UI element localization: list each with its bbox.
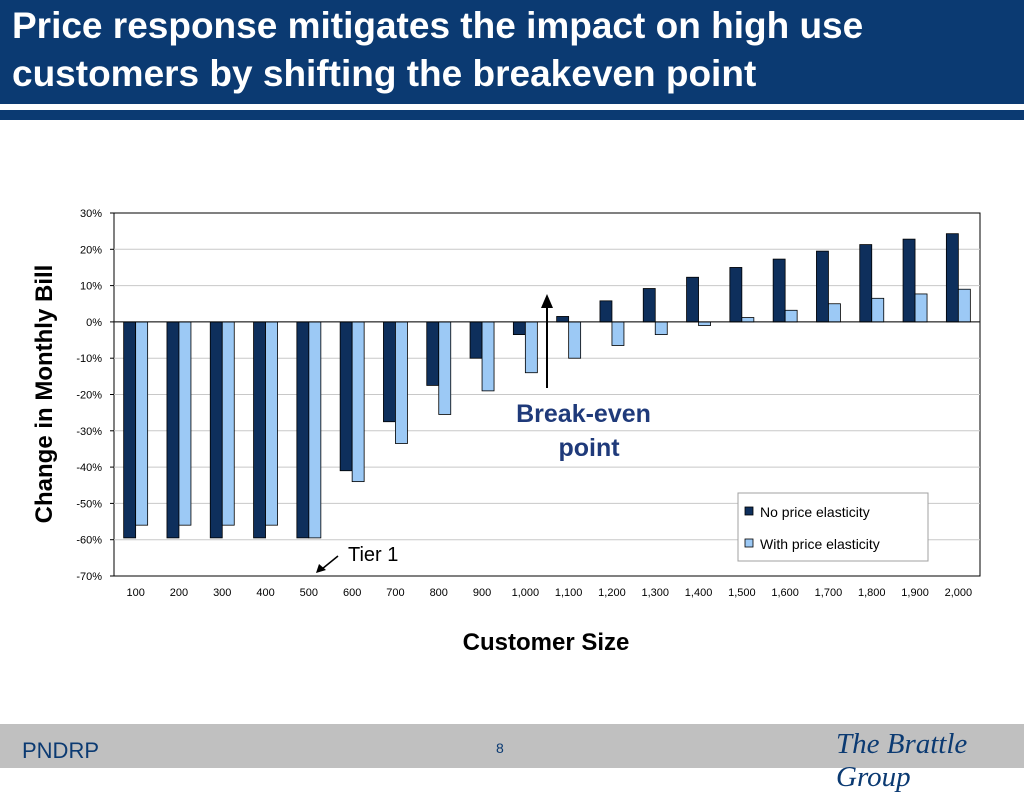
bar-with-elasticity (871, 297, 885, 323)
bar-no-elasticity (642, 288, 656, 323)
bar-with-elasticity (265, 321, 278, 526)
x-tick-label: 200 (170, 587, 188, 599)
footer-left-label: PNDRP (22, 738, 100, 763)
footer-bar (0, 724, 1024, 768)
title-bar (0, 0, 1024, 104)
x-tick-label: 1,200 (598, 587, 626, 599)
x-tick-label: 400 (256, 587, 274, 599)
bar-with-elasticity (524, 321, 538, 374)
x-tick-label: 100 (126, 587, 144, 599)
bar-with-elasticity (654, 321, 668, 336)
bar-with-elasticity (698, 321, 711, 326)
tier1-label: Tier 1 (348, 544, 398, 566)
y-axis-label: Change in Monthly Bill (31, 265, 58, 524)
bar-no-elasticity (253, 321, 266, 539)
x-axis-label: Customer Size (463, 629, 630, 656)
y-tick-label: 0% (86, 317, 102, 329)
y-tick-label: -60% (76, 535, 102, 547)
bar-no-elasticity (166, 321, 180, 539)
bar-no-elasticity (729, 267, 743, 323)
y-tick-label: 10% (80, 281, 102, 293)
bar-with-elasticity (957, 288, 971, 323)
bar-with-elasticity (135, 321, 149, 526)
bar-with-elasticity (481, 321, 495, 392)
bar-no-elasticity (383, 321, 396, 423)
y-tick-label: -50% (76, 498, 102, 510)
legend: No price elasticity With price elasticit… (737, 492, 929, 562)
x-tick-label: 1,100 (555, 587, 583, 599)
bar-with-elasticity (611, 321, 625, 346)
x-tick-label: 1,500 (728, 587, 756, 599)
bar-with-elasticity (914, 293, 928, 323)
legend-box (737, 492, 929, 562)
x-tick-label: 800 (430, 587, 448, 599)
bar-no-elasticity (469, 321, 483, 359)
x-tick-label: 900 (473, 587, 491, 599)
bar-no-elasticity (512, 321, 526, 336)
bar-with-elasticity (221, 321, 235, 526)
legend-swatch-with-elasticity (744, 538, 754, 548)
bar-with-elasticity (828, 303, 841, 323)
breakeven-arrowhead-icon (541, 294, 553, 308)
x-tick-label: 500 (300, 587, 318, 599)
bar-no-elasticity (123, 321, 137, 539)
bar-no-elasticity (556, 316, 570, 323)
legend-label-no-elasticity: No price elasticity (760, 504, 870, 520)
breakeven-label: Break-even point (516, 400, 658, 462)
x-tick-label: 2,000 (945, 587, 973, 599)
x-tick-label: 1,400 (685, 587, 713, 599)
bar-with-elasticity (308, 321, 322, 539)
bar-with-elasticity (438, 321, 452, 415)
bar-no-elasticity (426, 321, 440, 386)
x-tick-label: 1,300 (641, 587, 669, 599)
y-tick-label: -70% (76, 571, 102, 583)
bar-no-elasticity (296, 321, 310, 539)
tier1-arrowhead-icon (316, 564, 326, 573)
y-tick-label: 30% (80, 208, 102, 220)
bar-with-elasticity (395, 321, 408, 444)
bar-no-elasticity (599, 300, 613, 323)
x-tick-label: 1,700 (815, 587, 843, 599)
x-tick-label: 300 (213, 587, 231, 599)
bar-with-elasticity (178, 321, 192, 526)
tier1-annotation: Tier 1 (316, 544, 398, 573)
x-tick-label: 700 (386, 587, 404, 599)
bar-with-elasticity (351, 321, 365, 483)
bar-chart: 30%20%10%0%-10%-20%-30%-40%-50%-60%-70% … (31, 208, 981, 656)
page-number: 8 (496, 740, 504, 756)
bar-with-elasticity (568, 321, 582, 359)
x-tick-label: 1,800 (858, 587, 886, 599)
y-tick-label: -20% (76, 390, 102, 402)
x-tick-label: 1,900 (901, 587, 929, 599)
bar-no-elasticity (339, 321, 353, 472)
bar-with-elasticity (741, 317, 755, 323)
title-rule (0, 110, 1024, 120)
y-tick-label: -40% (76, 462, 102, 474)
y-tick-label: 20% (80, 244, 102, 256)
y-axis-ticks: 30% 20% 10% 0% -10% -20% -30% -40% -50% -60% -70% (76, 208, 114, 583)
y-tick-label: -10% (76, 353, 102, 365)
bar-no-elasticity (902, 238, 916, 323)
x-axis-ticks: 100 200 300 400 500 600 700 800 900 1,000 1,100 1,2… (126, 587, 972, 599)
bar-no-elasticity (816, 250, 829, 323)
y-tick-label: -30% (76, 426, 102, 438)
x-tick-label: 600 (343, 587, 361, 599)
x-tick-label: 1,600 (771, 587, 799, 599)
bar-no-elasticity (859, 244, 873, 323)
bar-no-elasticity (686, 276, 699, 323)
tier1-arrow-icon (321, 555, 339, 570)
bar-no-elasticity (945, 233, 959, 323)
x-tick-label: 1,000 (512, 587, 540, 599)
legend-label-with-elasticity: With price elasticity (760, 536, 880, 552)
bar-with-elasticity (784, 309, 798, 323)
bar-no-elasticity (772, 258, 786, 323)
slide-title: Price response mitigates the impact on h… (12, 5, 864, 94)
brand-logo: The Brattle Group (836, 728, 968, 793)
legend-swatch-no-elasticity (744, 506, 754, 516)
breakeven-annotation: Break-even point (516, 294, 658, 462)
bar-no-elasticity (209, 321, 223, 539)
